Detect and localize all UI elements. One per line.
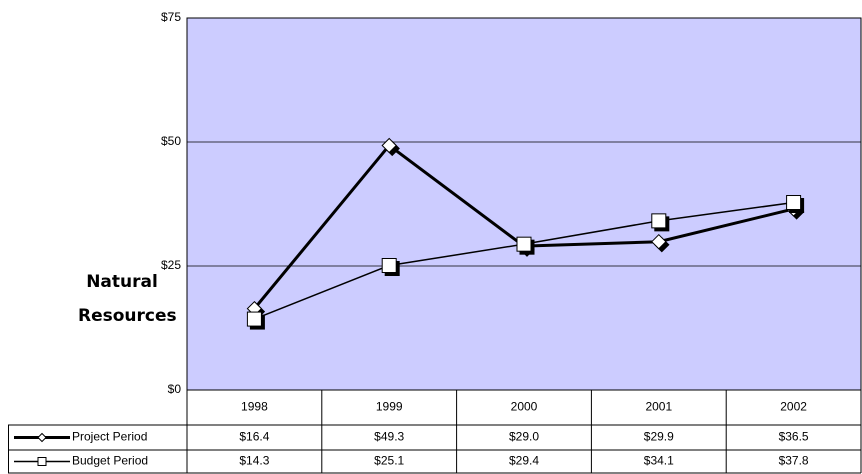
legend-label: Project Period: [72, 430, 147, 444]
table-value: $34.1: [644, 454, 674, 468]
table-value: $49.3: [374, 430, 404, 444]
point: [246, 311, 262, 327]
y-tick-label: $50: [161, 134, 181, 148]
table-value: $25.1: [374, 454, 404, 468]
point: [381, 258, 397, 274]
point: [381, 137, 397, 154]
point: [651, 233, 667, 250]
x-tick-label: 1998: [241, 400, 268, 414]
x-tick-label: 2001: [645, 400, 672, 414]
legend-marker: [37, 457, 47, 466]
table-value: $29.0: [509, 430, 539, 444]
table-value: $16.4: [239, 430, 269, 444]
x-tick-label: 2000: [511, 400, 538, 414]
table-value: $14.3: [239, 454, 269, 468]
y-tick-label: $75: [161, 10, 181, 24]
point: [786, 195, 802, 211]
y-tick-label: $25: [161, 258, 181, 272]
plot-area: [186, 17, 862, 391]
table-value: $37.8: [779, 454, 809, 468]
y-tick-label: $0: [168, 382, 182, 396]
x-tick-label: 1999: [376, 400, 403, 414]
legend-label: Budget Period: [72, 454, 148, 468]
table-value: $29.9: [644, 430, 674, 444]
legend-marker: [37, 432, 47, 443]
point: [651, 213, 667, 229]
x-tick-label: 2002: [780, 400, 807, 414]
table-value: $29.4: [509, 454, 539, 468]
y-axis-label: Natural Resources: [78, 272, 177, 326]
table-value: $36.5: [779, 430, 809, 444]
point: [516, 236, 532, 252]
